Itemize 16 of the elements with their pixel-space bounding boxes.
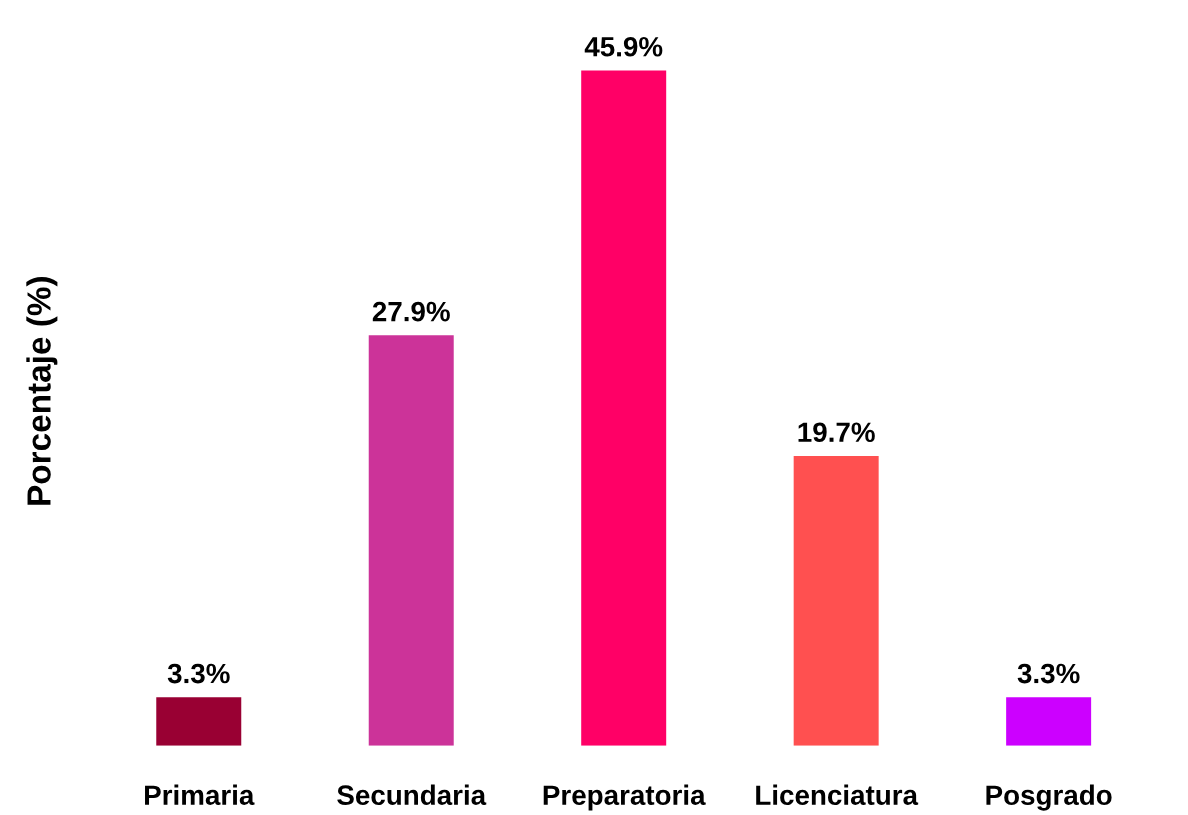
x-tick-label: Posgrado — [986, 784, 1112, 811]
y-axis-title: Porcentaje (%) — [26, 277, 58, 505]
bar — [1006, 697, 1092, 746]
bar — [368, 335, 454, 746]
x-tick-label: Secundaria — [337, 784, 487, 806]
data-label: 3.3% — [1017, 663, 1080, 684]
data-label: 19.7% — [798, 422, 875, 443]
bar — [793, 455, 879, 746]
x-tick-label: Primaria — [145, 784, 255, 806]
x-tick-label: Preparatoria — [543, 784, 706, 811]
bar — [156, 697, 242, 746]
bar — [581, 70, 667, 746]
x-tick-label: Licenciatura — [756, 784, 919, 806]
data-label: 3.3% — [167, 663, 230, 684]
data-label: 45.9% — [584, 36, 663, 57]
data-label: 27.9% — [372, 301, 450, 322]
